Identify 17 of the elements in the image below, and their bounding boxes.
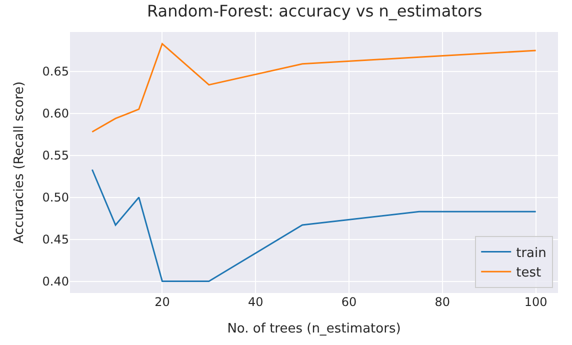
y-tick-label: 0.65 bbox=[42, 64, 69, 79]
y-tick-label: 0.60 bbox=[42, 106, 69, 121]
line-series bbox=[91, 43, 537, 133]
x-tick-label: 20 bbox=[154, 295, 170, 309]
x-tick-label: 60 bbox=[341, 295, 357, 309]
x-tick-label: 80 bbox=[434, 295, 450, 309]
y-tick-label: 0.50 bbox=[42, 190, 69, 205]
y-axis-title: Accuracies (Recall score) bbox=[12, 81, 28, 244]
x-tick-label: 100 bbox=[524, 295, 548, 309]
chart-title: Random-Forest: accuracy vs n_estimators bbox=[147, 1, 482, 20]
x-axis-title: No. of trees (n_estimators) bbox=[227, 322, 401, 337]
x-tick-label: 40 bbox=[248, 295, 264, 309]
legend-label: train bbox=[516, 246, 546, 261]
legend-label: test bbox=[516, 266, 542, 281]
y-tick-label: 0.40 bbox=[42, 274, 69, 288]
y-tick-label: 0.55 bbox=[42, 148, 69, 163]
y-tick-label: 0.45 bbox=[42, 232, 69, 246]
